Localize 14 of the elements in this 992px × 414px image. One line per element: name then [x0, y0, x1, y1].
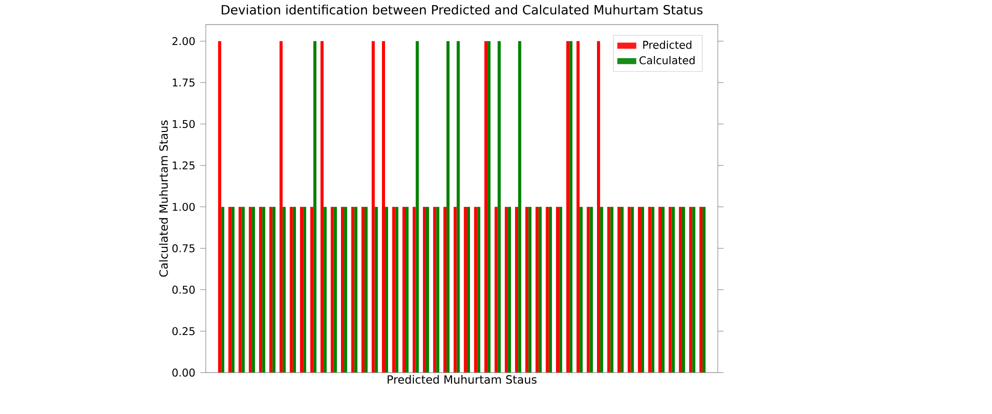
y-tick-label: 1.00 — [172, 202, 195, 211]
chart-title: Deviation identification between Predicted and Calculated Muhurtam Status — [222, 4, 703, 15]
legend-label: Predicted — [643, 40, 692, 49]
x-axis-title: Predicted Muhurtam Staus — [388, 374, 537, 384]
legend-label: Calculated — [640, 56, 695, 64]
y-tick-label: 0.00 — [172, 368, 195, 377]
y-tick-label: 0.50 — [172, 286, 195, 294]
y-tick-label: 0.25 — [172, 327, 194, 336]
y-tick-label: 0.75 — [172, 244, 194, 252]
y-tick-label: 1.75 — [172, 78, 194, 87]
y-tick-label: 1.25 — [172, 161, 194, 170]
y-axis-title: Calculated Muhurtam Staus — [159, 120, 168, 277]
y-tick-label: 2.00 — [172, 37, 195, 46]
y-tick-label: 1.50 — [172, 120, 195, 128]
